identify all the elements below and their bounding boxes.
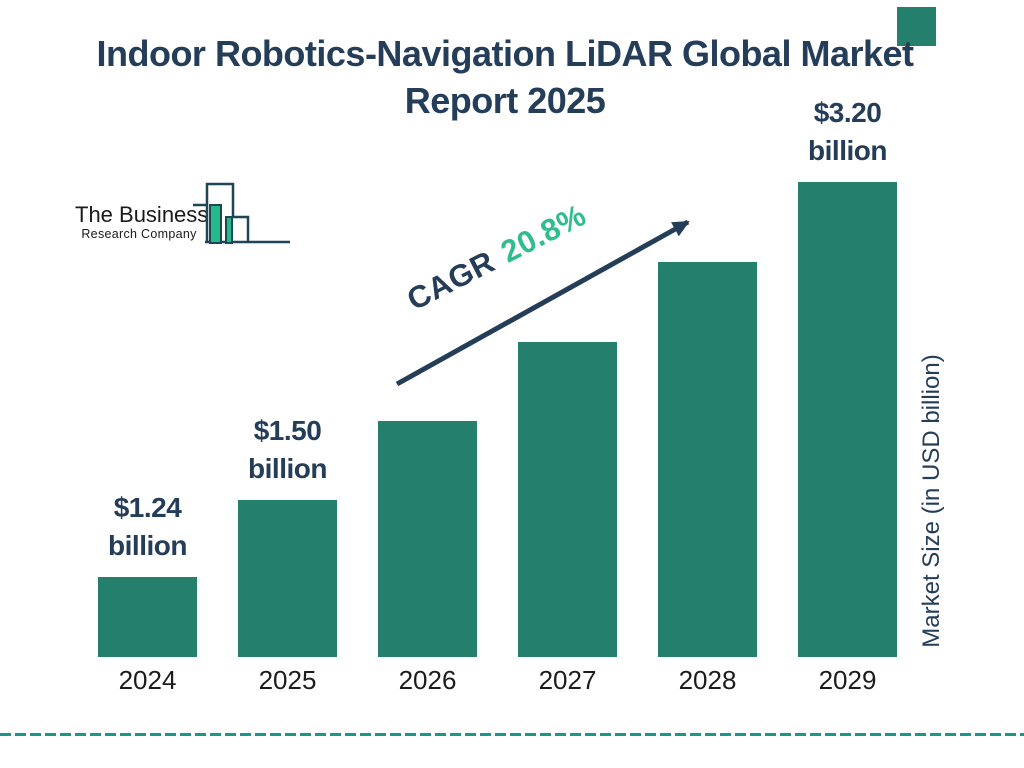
value-label-2029: $3.20 billion xyxy=(808,97,887,166)
year-label-2024: 2024 xyxy=(118,665,177,695)
bottom-dashed-divider xyxy=(0,733,1024,736)
corner-accent-mark xyxy=(897,7,936,46)
cagr-label: CAGR xyxy=(401,243,501,318)
value-label-2025: $1.50 billion xyxy=(248,415,327,484)
year-label-2026: 2026 xyxy=(398,665,457,695)
logo-the-business-research-company: The Business Research Company xyxy=(70,178,295,248)
bar-2024 xyxy=(98,577,197,657)
logo-text-line2: Research Company xyxy=(81,227,197,241)
bar-2026 xyxy=(378,421,477,657)
y-axis-label: Market Size (in USD billion) xyxy=(918,354,945,648)
logo-text-line1: The Business xyxy=(75,202,209,227)
logo-bars-icon xyxy=(193,182,290,244)
cagr-annotation: CAGR20.8% xyxy=(401,197,593,320)
bar-2029 xyxy=(798,182,897,657)
bar-2028 xyxy=(658,262,757,657)
bar-2025 xyxy=(238,500,337,657)
cagr-value: 20.8% xyxy=(495,197,592,270)
year-label-2028: 2028 xyxy=(678,665,737,695)
year-label-2027: 2027 xyxy=(538,665,597,695)
bar-2027 xyxy=(518,342,617,657)
year-label-2029: 2029 xyxy=(818,665,877,695)
value-label-2024: $1.24 billion xyxy=(108,492,187,561)
year-label-2025: 2025 xyxy=(258,665,317,695)
chart-title: Indoor Robotics-Navigation LiDAR Global … xyxy=(96,33,914,121)
